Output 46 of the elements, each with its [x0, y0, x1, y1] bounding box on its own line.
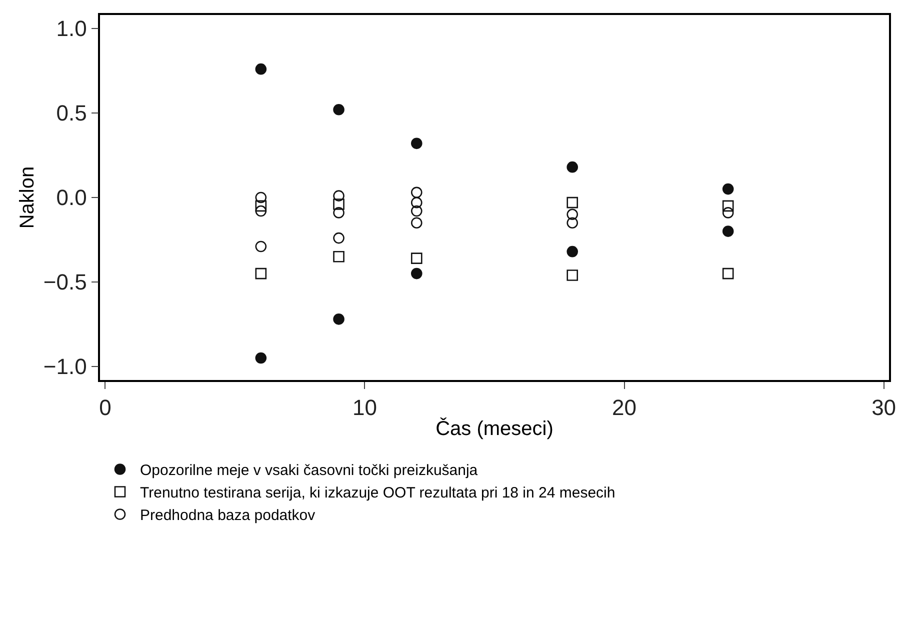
x-axis-title: Čas (meseci): [436, 417, 554, 440]
point: [255, 63, 267, 75]
point: [722, 268, 734, 280]
x-tick-label: 20: [612, 395, 637, 420]
point: [333, 250, 344, 262]
point: [410, 138, 422, 150]
point: [255, 200, 267, 212]
legend-label: Opozorilne meje v vsaki časovni točki preizkušanja: [140, 462, 478, 480]
point: [566, 246, 578, 258]
point: [410, 205, 422, 217]
point: [333, 207, 344, 218]
point: [410, 252, 422, 264]
point: [255, 268, 267, 280]
x-tick-label: 10: [352, 395, 377, 420]
point: [410, 268, 422, 280]
y-tick-label: −0.5: [43, 270, 87, 295]
y-axis-title: Naklon: [16, 166, 38, 229]
point: [566, 196, 578, 208]
point: [722, 226, 734, 237]
x-tick-label: 0: [99, 395, 112, 420]
point: [722, 183, 734, 195]
legend-label: Predhodna baza podatkov: [140, 507, 316, 524]
point: [410, 186, 422, 198]
y-tick-label: 0.0: [56, 185, 87, 210]
y-tick-label: 0.5: [56, 100, 87, 126]
point: [255, 192, 267, 204]
point: [333, 314, 344, 325]
point: [333, 104, 344, 116]
legend-label: Trenutno testirana serija, ki izkazuje OOT rezultata pri 18 in 24 mesecih: [140, 484, 616, 502]
point: [333, 198, 344, 210]
point: [410, 217, 422, 228]
point: [566, 208, 578, 220]
point: [566, 270, 578, 281]
point: [566, 161, 578, 173]
point: [722, 200, 734, 212]
point: [333, 232, 344, 244]
point: [410, 196, 422, 208]
point: [566, 217, 578, 228]
y-tick-label: −1.0: [43, 354, 87, 380]
point: [255, 240, 267, 252]
point: [255, 205, 267, 217]
point: [333, 190, 344, 202]
point: [722, 207, 734, 218]
y-tick-label: 1.0: [56, 16, 87, 42]
x-tick-label: 30: [872, 395, 896, 420]
point: [255, 352, 267, 364]
